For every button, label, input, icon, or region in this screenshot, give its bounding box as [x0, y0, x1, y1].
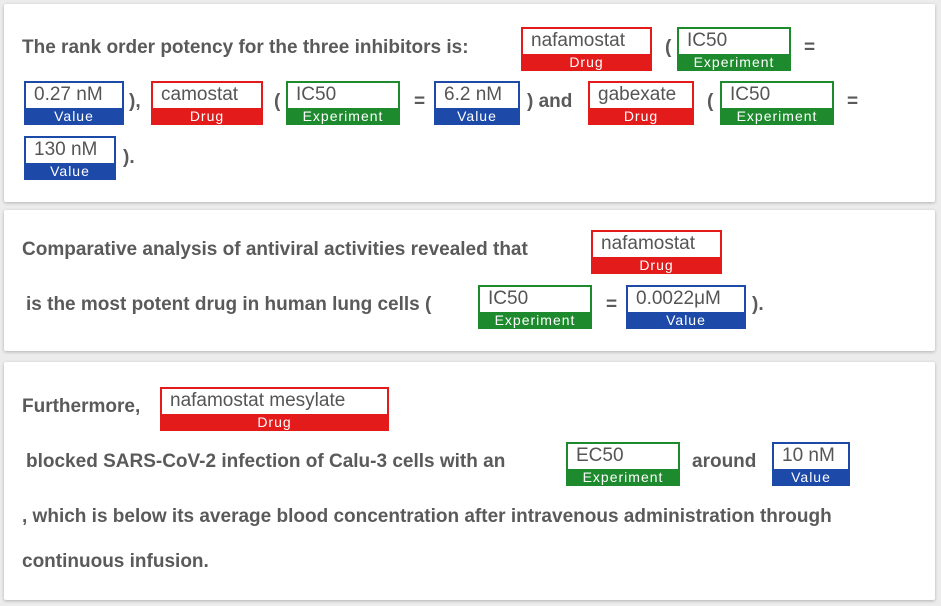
annotation-card-1: The rank order potency for the three inh…: [4, 4, 935, 202]
experiment-label: Experiment: [677, 54, 791, 71]
value-label: Value: [24, 108, 124, 125]
drug-label: Drug: [588, 108, 694, 125]
sentence-text: , which is below its average blood conce…: [22, 506, 832, 527]
entity-text: gabexate: [598, 84, 677, 105]
drug-label: Drug: [591, 257, 722, 274]
value-entity[interactable]: 0.0022μM Value: [626, 285, 746, 329]
experiment-entity[interactable]: IC50 Experiment: [478, 285, 592, 329]
sentence-text: ).: [752, 294, 764, 315]
value-entity[interactable]: 130 nM Value: [24, 136, 116, 180]
entity-text: nafamostat: [531, 30, 625, 51]
experiment-entity[interactable]: IC50 Experiment: [286, 81, 400, 125]
sentence-text: ).: [123, 147, 135, 168]
sentence-text: Comparative analysis of antiviral activi…: [22, 239, 528, 260]
entity-text: 130 nM: [34, 139, 98, 160]
paren-text: ),: [129, 91, 141, 112]
entity-text: EC50: [576, 445, 624, 466]
sentence-text: continuous infusion.: [22, 551, 209, 572]
paren-text: (: [665, 37, 672, 58]
entity-text: IC50: [730, 84, 771, 105]
experiment-label: Experiment: [478, 312, 592, 329]
entity-text: 0.0022μM: [636, 288, 721, 309]
experiment-label: Experiment: [286, 108, 400, 125]
paren-text: (: [274, 91, 281, 112]
equals-text: =: [414, 91, 426, 112]
drug-entity[interactable]: gabexate Drug: [588, 81, 694, 125]
drug-entity[interactable]: nafamostat Drug: [591, 230, 722, 274]
equals-text: =: [804, 37, 816, 58]
entity-text: 6.2 nM: [444, 84, 503, 105]
sentence-text: ) and: [527, 91, 573, 112]
entity-text: IC50: [296, 84, 337, 105]
value-entity[interactable]: 0.27 nM Value: [24, 81, 124, 125]
sentence-text: blocked SARS-CoV-2 infection of Calu-3 c…: [26, 451, 506, 472]
entity-text: 0.27 nM: [34, 84, 103, 105]
value-label: Value: [772, 469, 850, 486]
entity-text: IC50: [488, 288, 529, 309]
drug-entity[interactable]: nafamostat mesylate Drug: [160, 387, 389, 431]
value-entity[interactable]: 10 nM Value: [772, 442, 850, 486]
entity-text: nafamostat: [601, 233, 695, 254]
experiment-label: Experiment: [720, 108, 834, 125]
drug-label: Drug: [521, 54, 652, 71]
experiment-label: Experiment: [566, 469, 680, 486]
experiment-entity[interactable]: EC50 Experiment: [566, 442, 680, 486]
value-entity[interactable]: 6.2 nM Value: [434, 81, 520, 125]
value-label: Value: [434, 108, 520, 125]
entity-text: IC50: [687, 30, 728, 51]
value-label: Value: [24, 163, 116, 180]
paren-text: (: [707, 91, 714, 112]
sentence-text: is the most potent drug in human lung ce…: [26, 294, 432, 315]
value-label: Value: [626, 312, 746, 329]
experiment-entity[interactable]: IC50 Experiment: [677, 27, 791, 71]
sentence-text: around: [692, 451, 757, 472]
annotation-card-2: Comparative analysis of antiviral activi…: [4, 210, 935, 351]
experiment-entity[interactable]: IC50 Experiment: [720, 81, 834, 125]
sentence-text: Furthermore,: [22, 396, 141, 417]
sentence-text: The rank order potency for the three inh…: [22, 37, 469, 58]
annotation-card-3: Furthermore, nafamostat mesylate Drug bl…: [4, 362, 935, 600]
entity-text: nafamostat mesylate: [170, 390, 346, 411]
equals-text: =: [606, 294, 618, 315]
drug-label: Drug: [160, 414, 389, 431]
equals-text: =: [847, 91, 859, 112]
drug-entity[interactable]: camostat Drug: [151, 81, 263, 125]
drug-label: Drug: [151, 108, 263, 125]
entity-text: 10 nM: [782, 445, 835, 466]
drug-entity[interactable]: nafamostat Drug: [521, 27, 652, 71]
entity-text: camostat: [161, 84, 239, 105]
